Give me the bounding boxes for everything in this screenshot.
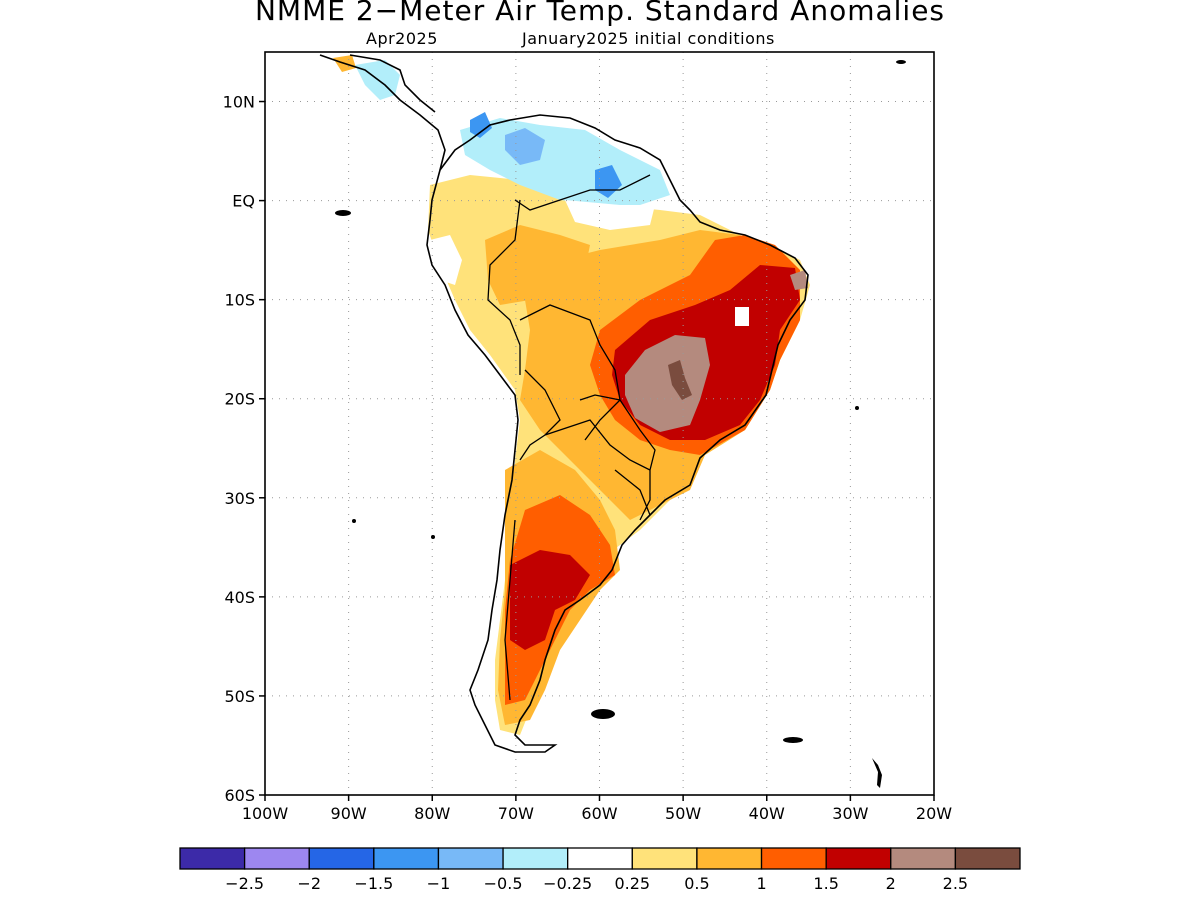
lon-tick-label: 30W bbox=[832, 804, 868, 823]
coastlines bbox=[319, 54, 809, 753]
anomaly-region-neutral-guiana bbox=[565, 200, 655, 230]
anomaly-field bbox=[333, 55, 810, 735]
small-island-a bbox=[855, 406, 859, 410]
legend-swatch bbox=[631, 847, 698, 870]
lon-tick-label: 20W bbox=[916, 804, 952, 823]
galapagos-island bbox=[335, 210, 351, 216]
lon-tick-label: 50W bbox=[665, 804, 701, 823]
legend-label: −1 bbox=[427, 874, 451, 893]
legend-label: −1.5 bbox=[354, 874, 393, 893]
legend-label: −2.5 bbox=[225, 874, 264, 893]
anomaly-region-cold-core-1 bbox=[505, 128, 545, 165]
small-island-b bbox=[352, 519, 356, 523]
lat-tick-label: 40S bbox=[224, 588, 255, 607]
anomaly-region-above-2.5 bbox=[668, 360, 692, 400]
legend-label: 0.5 bbox=[684, 874, 709, 893]
islands bbox=[335, 60, 906, 788]
anomaly-region-2-2.5 bbox=[625, 335, 710, 432]
color-legend: −2.5 −2 −1.5 −1 −0.5 −0.25 0.25 0.5 1 1.5 2 2.5 bbox=[179, 847, 1021, 893]
legend-label: −0.5 bbox=[484, 874, 523, 893]
anomaly-region-0.5-1-peru bbox=[485, 225, 590, 305]
legend-swatch bbox=[308, 847, 375, 870]
legend-label: −2 bbox=[297, 874, 321, 893]
legend-label: 2.5 bbox=[943, 874, 968, 893]
lat-tick-label: 10S bbox=[224, 291, 255, 310]
anomaly-region-neutral-andes bbox=[430, 235, 462, 285]
anomaly-region-cold-core-2 bbox=[470, 112, 492, 138]
south-georgia-island bbox=[783, 737, 803, 743]
anomaly-region-1.5-2-south bbox=[510, 550, 590, 650]
sandwich-islands bbox=[872, 758, 882, 788]
country-borders bbox=[487, 174, 656, 701]
initial-conditions: January2025 initial conditions bbox=[522, 29, 775, 48]
anomaly-gap-box bbox=[735, 307, 749, 326]
lon-tick-label: 60W bbox=[581, 804, 617, 823]
central-america-north-coast bbox=[349, 54, 436, 113]
lat-tick-label: 60S bbox=[224, 786, 255, 805]
legend-swatch bbox=[890, 847, 957, 870]
map-grid bbox=[265, 52, 934, 795]
atlantic-island bbox=[896, 60, 906, 64]
legend-label: −0.25 bbox=[543, 874, 592, 893]
legend-swatch bbox=[502, 847, 569, 870]
legend-swatch bbox=[243, 847, 310, 870]
lat-tick-label: 50S bbox=[224, 687, 255, 706]
legend-label: 1.5 bbox=[813, 874, 838, 893]
longitude-axis: 100W 90W 80W 70W 60W 50W 40W 30W 20W bbox=[242, 795, 952, 823]
lon-tick-label: 70W bbox=[498, 804, 534, 823]
lat-tick-label: 20S bbox=[224, 390, 255, 409]
legend-label: 2 bbox=[886, 874, 896, 893]
lon-tick-label: 100W bbox=[242, 804, 289, 823]
latitude-axis: 10N EQ 10S 20S 30S 40S 50S 60S bbox=[223, 93, 265, 805]
forecast-month: Apr2025 bbox=[366, 29, 438, 48]
legend-swatch bbox=[567, 847, 633, 870]
legend-swatch bbox=[954, 847, 1021, 870]
lat-tick-label: EQ bbox=[232, 192, 255, 211]
legend-swatch bbox=[760, 847, 827, 870]
map-title: NMME 2−Meter Air Temp. Standard Anomalie… bbox=[254, 0, 946, 27]
south-america-coastline bbox=[426, 114, 809, 753]
lat-tick-label: 10N bbox=[223, 93, 255, 112]
legend-swatch bbox=[179, 847, 246, 870]
legend-swatch bbox=[825, 847, 892, 870]
legend-label: 1 bbox=[756, 874, 766, 893]
legend-swatch bbox=[373, 847, 440, 870]
lon-tick-label: 40W bbox=[749, 804, 785, 823]
lon-tick-label: 90W bbox=[331, 804, 367, 823]
anomaly-region-2-2.5-tip bbox=[790, 270, 808, 290]
legend-swatch bbox=[696, 847, 763, 870]
legend-label: 0.25 bbox=[614, 874, 650, 893]
central-america-coastline bbox=[319, 54, 446, 171]
legend-swatch bbox=[437, 847, 504, 870]
lat-tick-label: 30S bbox=[224, 489, 255, 508]
lon-tick-label: 80W bbox=[414, 804, 450, 823]
falkland-islands bbox=[591, 709, 615, 719]
small-island-c bbox=[431, 535, 435, 539]
